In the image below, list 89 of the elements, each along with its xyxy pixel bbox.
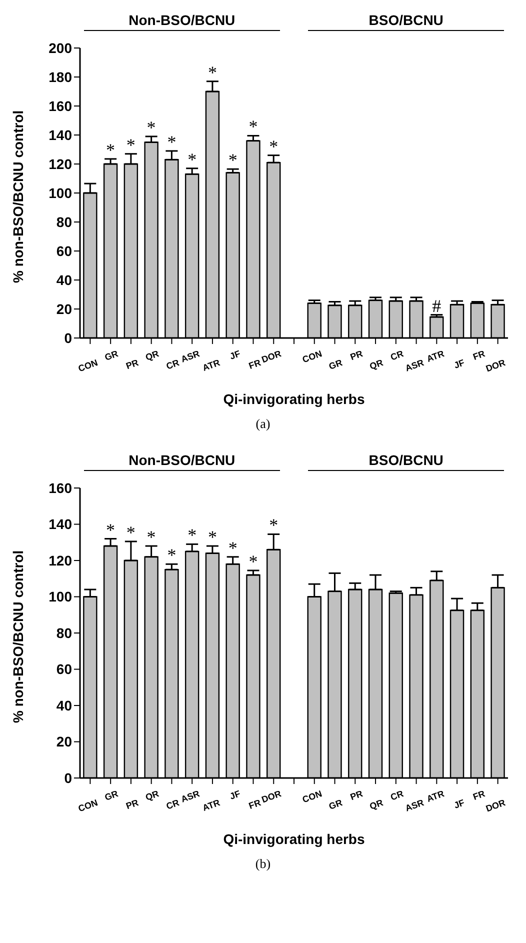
x-tick-label: DOR [260,348,283,365]
y-tick-label: 160 [48,98,72,114]
data-label: * [106,520,116,540]
x-tick-label: CON [76,358,100,374]
data-label: * [269,515,278,536]
y-tick-label: 140 [48,126,72,143]
x-tick-label: ATR [425,348,446,364]
x-tick-label: CON [301,788,324,805]
text: (b) [254,856,272,872]
y-tick-label: 100 [48,588,72,605]
x-tick-label: ASR [180,788,202,804]
x-tick-label: PR [124,797,140,812]
x-tick-label: QR [144,788,161,803]
y-tick-label: 120 [48,552,72,568]
text: BSO/BCNU [368,12,444,28]
x-tick-label: PR [124,357,140,372]
data-label: * [126,522,136,542]
x-tick-label: FR [247,797,263,812]
y-tick-label: 100 [48,184,72,201]
y-tick-label: 60 [56,661,72,678]
x-tick-label: CR [389,788,406,802]
data-label: * [248,116,258,137]
x-tick-label: GR [103,788,120,803]
x-tick-label: CON [76,798,100,814]
data-label: * [167,545,176,566]
x-tick-label: CON [301,348,324,365]
x-tick-label: JF [228,348,242,362]
x-tick-label: CR [164,357,182,372]
x-tick-label: PR [348,788,364,802]
x-tick-label: GR [328,357,344,372]
y-tick-label: 40 [56,697,72,714]
y-tick-label: 180 [48,68,72,85]
data-label: * [188,525,197,546]
x-tick-label: QR [368,797,385,812]
y-tick-label: 0 [64,770,72,786]
text: (a) [254,416,272,432]
x-tick-label: QR [144,348,161,363]
y-tick-label: 140 [48,516,72,532]
data-label: * [248,551,258,572]
x-tick-label: GR [328,797,344,812]
y-axis-title: % non-BSO/BCNU control [10,550,26,723]
y-tick-label: 120 [48,156,72,172]
text: Non-BSO/BCNU [128,452,236,468]
x-tick-label: CR [164,797,182,812]
x-tick-label: JF [452,797,466,810]
x-tick-label: FR [472,348,487,362]
data-label: * [208,62,217,82]
data-label: * [167,132,176,152]
y-tick-label: 40 [56,272,72,288]
x-tick-label: ATR [201,357,222,373]
y-tick-label: 160 [48,480,72,496]
x-tick-label: QR [368,357,385,372]
text: Non-BSO/BCNU [128,12,236,28]
x-tick-label: ASR [404,357,426,374]
y-tick-label: 60 [56,242,72,259]
x-tick-label: JF [228,788,242,802]
text: BSO/BCNU [368,452,444,468]
data-label: * [208,527,217,547]
data-label: * [188,149,197,170]
x-tick-label: FR [472,788,487,802]
x-tick-label: ATR [201,797,222,813]
x-tick-label: PR [348,348,364,362]
y-tick-label: 200 [48,40,72,56]
data-label: * [146,527,156,547]
x-tick-label: FR [247,357,263,372]
x-tick-label: DOR [484,357,508,374]
x-tick-label: ATR [425,788,446,804]
x-tick-label: ASR [180,348,202,364]
data-label: * [228,538,238,558]
x-axis-title: Qi-invigorating herbs [223,831,365,847]
x-tick-label: DOR [260,788,283,805]
data-label: * [269,136,278,156]
y-tick-label: 80 [56,214,72,230]
x-tick-label: JF [452,357,466,370]
data-label: * [126,134,136,155]
y-tick-label: 0 [64,330,72,346]
data-label: # [432,296,442,316]
y-tick-label: 20 [56,300,72,317]
y-tick-label: 20 [56,734,72,750]
y-tick-label: 80 [56,624,72,641]
y-axis-title: % non-BSO/BCNU control [10,110,26,283]
x-tick-label: ASR [404,797,426,814]
data-label: * [106,140,116,160]
x-tick-label: CR [389,348,406,362]
data-label: * [146,117,156,138]
data-label: * [228,150,238,170]
x-axis-title: Qi-invigorating herbs [223,391,365,407]
x-tick-label: DOR [484,797,508,814]
x-tick-label: GR [103,348,120,363]
